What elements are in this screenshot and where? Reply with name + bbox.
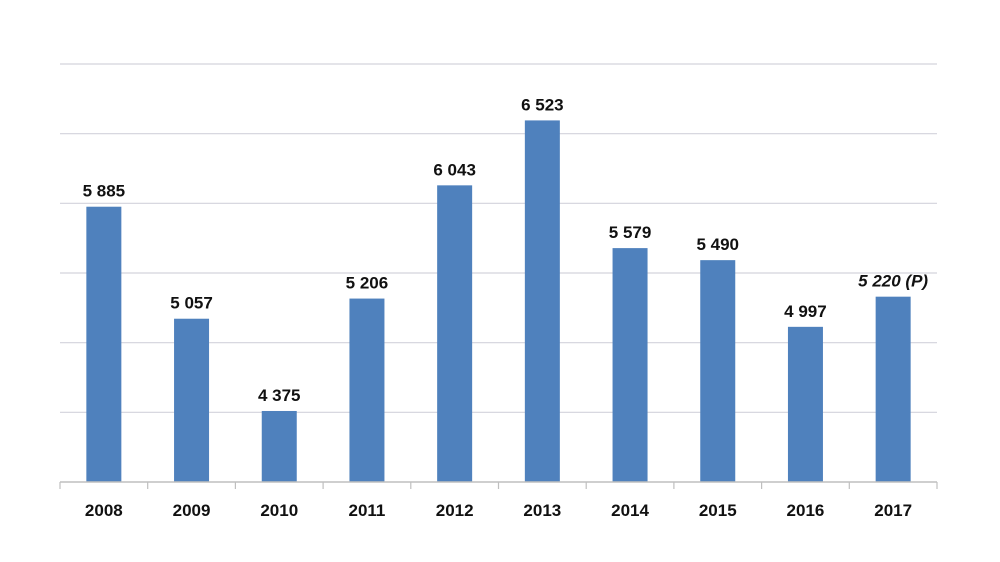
tick-label-2015: 2015 (699, 501, 737, 520)
value-label-2012: 6 043 (433, 160, 476, 179)
tick-label-2017: 2017 (874, 501, 912, 520)
tick-label-2008: 2008 (85, 501, 123, 520)
value-label-2015: 5 490 (696, 235, 739, 254)
tick-label-2014: 2014 (611, 501, 649, 520)
tick-label-2010: 2010 (260, 501, 298, 520)
value-label-2011: 5 206 (346, 274, 389, 293)
bar-2015 (700, 260, 736, 482)
bar-2011 (349, 298, 385, 482)
x-axis-tick-labels: 2008 2009 2010 2011 2012 2013 2014 2015 2016 2017 (85, 501, 912, 520)
bar-2008 (86, 206, 122, 482)
value-label-2010: 4 375 (258, 386, 301, 405)
x-axis-ticks (59, 482, 938, 489)
value-label-2009: 5 057 (170, 294, 213, 313)
tick-label-2016: 2016 (787, 501, 825, 520)
bar-2012 (437, 185, 473, 483)
bar-2010 (261, 410, 297, 482)
value-label-2017: 5 220 (P) (858, 272, 928, 291)
bars (86, 120, 911, 483)
bar-2016 (787, 326, 823, 482)
tick-label-2011: 2011 (349, 501, 386, 520)
value-label-2013: 6 523 (521, 95, 564, 114)
value-labels: 5 885 5 057 4 375 5 206 6 043 6 523 5 579 5 490… (83, 95, 929, 405)
tick-label-2012: 2012 (436, 501, 474, 520)
bar-2013 (524, 120, 560, 483)
tick-label-2013: 2013 (523, 501, 561, 520)
value-label-2016: 4 997 (784, 302, 827, 321)
bar-2017 (875, 296, 911, 482)
bar-2014 (612, 248, 648, 482)
bar-2009 (174, 318, 210, 482)
value-label-2014: 5 579 (609, 223, 652, 242)
value-label-2008: 5 885 (83, 182, 126, 201)
tick-label-2009: 2009 (173, 501, 211, 520)
